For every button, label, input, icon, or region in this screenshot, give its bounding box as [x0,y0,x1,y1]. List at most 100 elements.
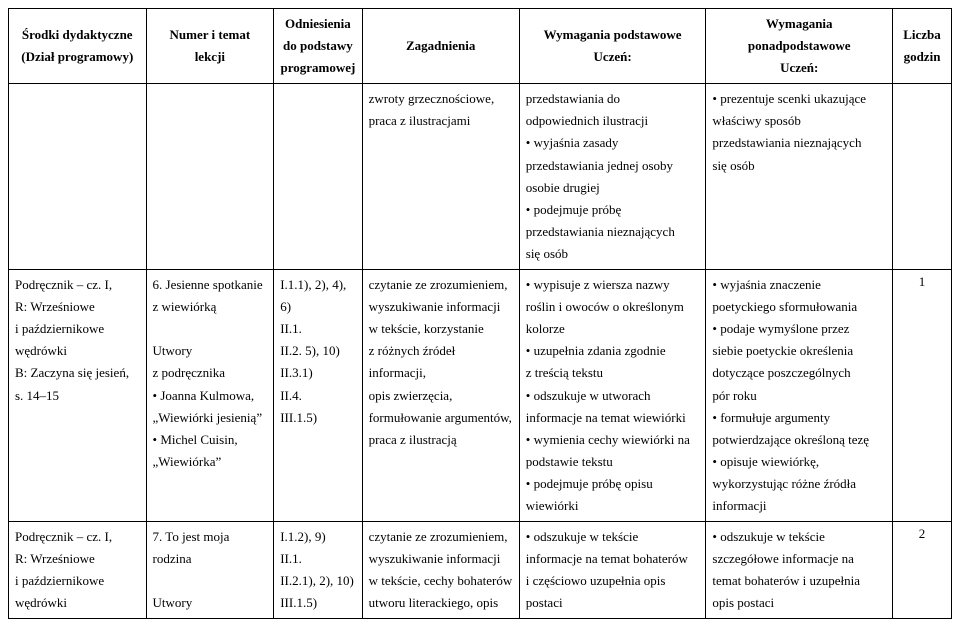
cell-c0 [9,84,147,270]
cell-text: poetyckiego sformułowania [712,296,886,318]
cell-text: • formułuje argumenty [712,407,886,429]
cell-text: czytanie ze zrozumieniem, [369,274,513,296]
cell-text: 7. To jest moja [153,526,268,548]
cell-text: Podręcznik – cz. I, [15,274,140,296]
cell-text: wykorzystując różne źródła [712,473,886,495]
header-basic: Wymagania podstawowe Uczeń: [519,9,706,84]
cell-text: zwroty grzecznościowe, [369,88,513,110]
cell-text: Utwory [153,340,268,362]
cell-text: odpowiednich ilustracji [526,110,700,132]
cell-text: podstawie tekstu [526,451,700,473]
cell-text: II.2.1), 2), 10) [280,570,355,592]
cell-c4: • odszukuje w tekścieinformacje na temat… [519,522,706,619]
cell-text: B: Zaczyna się jesień, [15,362,140,384]
cell-text: • odszukuje w tekście [712,526,886,548]
cell-text: praca z ilustracjami [369,110,513,132]
cell-text: wędrówki [15,340,140,362]
cell-text: wiewiórki [526,495,700,517]
cell-c4: przedstawiania doodpowiednich ilustracji… [519,84,706,270]
cell-c0: Podręcznik – cz. I,R: Wrześniowei paździ… [9,522,147,619]
cell-c3: czytanie ze zrozumieniem,wyszukiwanie in… [362,270,519,522]
cell-text: przedstawiania nieznających [526,221,700,243]
cell-text: roślin i owoców o określonym [526,296,700,318]
table-row: Podręcznik – cz. I,R: Wrześniowei paździ… [9,270,952,522]
cell-text: s. 14–15 [15,385,140,407]
cell-text: z różnych źródeł informacji, [369,340,513,384]
cell-c5: • prezentuje scenki ukazującewłaściwy sp… [706,84,893,270]
cell-text: wyszukiwanie informacji [369,296,513,318]
cell-text: • podejmuje próbę [526,199,700,221]
cell-text: praca z ilustracją [369,429,513,451]
header-row: Środki dydaktyczne (Dział programowy) Nu… [9,9,952,84]
cell-text: „Wiewiórki jesienią” [153,407,268,429]
cell-text: się osób [526,243,700,265]
cell-c0: Podręcznik – cz. I,R: Wrześniowei paździ… [9,270,147,522]
cell-text: II.4. [280,385,355,407]
header-resources: Środki dydaktyczne (Dział programowy) [9,9,147,84]
cell-text: i październikowe [15,570,140,592]
cell-text: utworu literackiego, opis [369,592,513,614]
cell-text: wędrówki [15,592,140,614]
cell-text: temat bohaterów i uzupełnia [712,570,886,592]
cell-text: pór roku [712,385,886,407]
cell-text: opis zwierzęcia, [369,385,513,407]
cell-text: R: Wrześniowe [15,548,140,570]
cell-text: potwierdzające określoną tezę [712,429,886,451]
cell-text: • podejmuje próbę opisu [526,473,700,495]
cell-text: siebie poetyckie określenia [712,340,886,362]
cell-text: I.1.1), 2), 4), 6) [280,274,355,318]
header-lesson: Numer i temat lekcji [146,9,274,84]
cell-c5: • odszukuje w tekścieszczegółowe informa… [706,522,893,619]
cell-text: • prezentuje scenki ukazujące [712,88,886,110]
cell-c2 [274,84,362,270]
cell-c5: • wyjaśnia znaczeniepoetyckiego sformuło… [706,270,893,522]
cell-text: informacje na temat wiewiórki [526,407,700,429]
cell-text: • wyjaśnia zasady [526,132,700,154]
cell-text: • uzupełnia zdania zgodnie [526,340,700,362]
cell-text: II.2. 5), 10) [280,340,355,362]
cell-text: • podaje wymyślone przez [712,318,886,340]
cell-text: i częściowo uzupełnia opis [526,570,700,592]
cell-text: Utwory [153,592,268,614]
cell-text: • wypisuje z wiersza nazwy [526,274,700,296]
cell-text: • opisuje wiewiórkę, [712,451,886,473]
cell-text: przedstawiania jednej osoby [526,155,700,177]
header-refs: Odniesienia do podstawy programowej [274,9,362,84]
cell-c1: 6. Jesienne spotkanie z wiewiórką Utwory… [146,270,274,522]
table-row: Podręcznik – cz. I,R: Wrześniowei paździ… [9,522,952,619]
cell-text: osobie drugiej [526,177,700,199]
cell-text: • Michel Cuisin, [153,429,268,451]
cell-text: rodzina [153,548,268,570]
cell-text: dotyczące poszczególnych [712,362,886,384]
cell-text: • Joanna Kulmowa, [153,385,268,407]
header-hours: Liczba godzin [893,9,952,84]
cell-text: • wymienia cechy wiewiórki na [526,429,700,451]
cell-text: z treścią tekstu [526,362,700,384]
cell-text: I.1.2), 9) [280,526,355,548]
cell-text: postaci [526,592,700,614]
header-topics: Zagadnienia [362,9,519,84]
table-row: zwroty grzecznościowe,praca z ilustracja… [9,84,952,270]
cell-text: szczegółowe informacje na [712,548,886,570]
cell-text: Podręcznik – cz. I, [15,526,140,548]
cell-text: • odszukuje w utworach [526,385,700,407]
table-body: zwroty grzecznościowe,praca z ilustracja… [9,84,952,619]
cell-c3: zwroty grzecznościowe,praca z ilustracja… [362,84,519,270]
cell-text: z podręcznika [153,362,268,384]
cell-text: formułowanie argumentów, [369,407,513,429]
cell-text: z wiewiórką [153,296,268,318]
cell-text: się osób [712,155,886,177]
cell-text: przedstawiania do [526,88,700,110]
cell-text: właściwy sposób [712,110,886,132]
cell-text: 6. Jesienne spotkanie [153,274,268,296]
cell-text: informacje na temat bohaterów [526,548,700,570]
cell-text: II.1. [280,318,355,340]
cell-text: informacji [712,495,886,517]
cell-text: w tekście, korzystanie [369,318,513,340]
cell-hours: 2 [893,522,952,619]
cell-text: w tekście, cechy bohaterów [369,570,513,592]
cell-text: czytanie ze zrozumieniem, [369,526,513,548]
cell-c2: I.1.2), 9)II.1.II.2.1), 2), 10)III.1.5) [274,522,362,619]
header-advanced: Wymagania ponadpodstawowe Uczeń: [706,9,893,84]
cell-text: III.1.5) [280,592,355,614]
